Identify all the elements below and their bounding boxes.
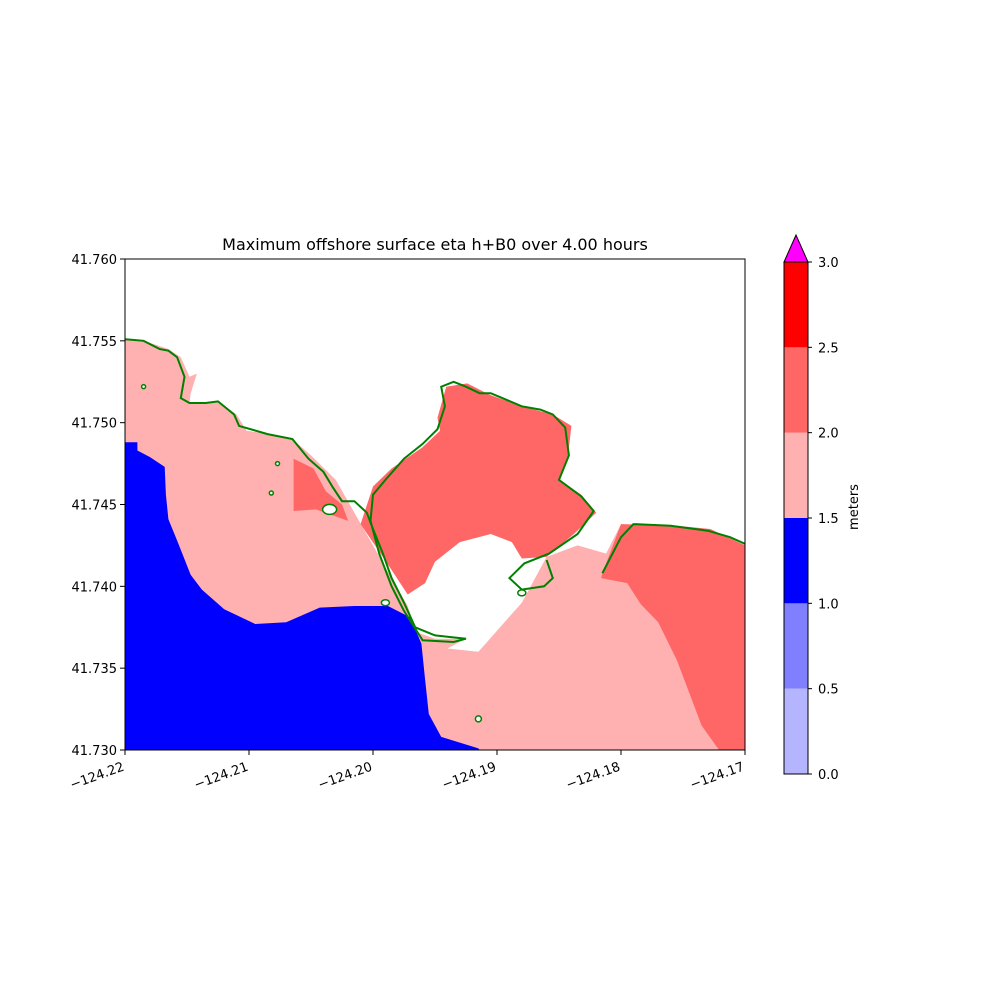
- colorbar-extend-arrow: [783, 233, 809, 263]
- island-contour-6: [268, 490, 275, 496]
- region-offshore-right-dark: [601, 524, 745, 750]
- colorbar-tick-label: 1.5: [818, 512, 839, 527]
- island-contour-4: [140, 383, 147, 390]
- y-tick-label: 41.755: [72, 335, 118, 350]
- x-tick-label: −124.18: [564, 760, 622, 793]
- x-tick-label: −124.21: [192, 760, 250, 793]
- colorbar-tick-label: 1.0: [818, 597, 839, 612]
- y-tick-label: 41.730: [72, 744, 118, 759]
- colorbar-tick-label: 3.0: [818, 256, 839, 271]
- colorbar-level-0: [784, 688, 808, 774]
- colorbar-tick-label: 0.0: [818, 768, 839, 783]
- x-tick-label: −124.20: [316, 760, 374, 793]
- region-offshore-blue: [125, 442, 480, 750]
- colorbar-level-5: [784, 262, 808, 348]
- colorbar-level-1: [784, 603, 808, 689]
- heatmap-regions: [125, 339, 745, 750]
- colorbar: 0.0 0.5 1.0 1.5 2.0 2.5 3.0 meters: [783, 233, 862, 783]
- plot-area: [124, 258, 746, 751]
- coastline-contour-right: [601, 523, 745, 574]
- colorbar-tick-label: 2.0: [818, 427, 839, 442]
- y-tick-label: 41.740: [72, 580, 118, 595]
- island-contour-2: [517, 589, 527, 597]
- island-contour-3: [474, 715, 483, 723]
- x-tick-label: −124.17: [688, 760, 746, 793]
- island-contour-0: [321, 503, 338, 516]
- y-tick-label: 41.760: [72, 253, 118, 268]
- coastline-contour-main: [125, 338, 595, 644]
- colorbar-level-3: [784, 432, 808, 518]
- y-axis: 41.730 41.735 41.740 41.745 41.750 41.755 41.7…: [72, 253, 125, 759]
- island-contour-1: [380, 598, 391, 607]
- colorbar-label: meters: [847, 484, 862, 530]
- region-bay-right-dark: [360, 383, 597, 595]
- colorbar-level-4: [784, 347, 808, 433]
- colorbar-tick-label: 2.5: [818, 341, 839, 356]
- coastline-contours: [125, 338, 745, 723]
- colorbar-level-2: [784, 518, 808, 604]
- island-contour-5: [274, 460, 281, 467]
- y-tick-label: 41.735: [72, 662, 118, 677]
- x-axis: −124.22 −124.21 −124.20 −124.19 −124.18 −124.…: [68, 750, 746, 793]
- x-tick-label: −124.19: [440, 760, 498, 793]
- y-tick-label: 41.750: [72, 417, 118, 432]
- y-tick-label: 41.745: [72, 499, 118, 514]
- colorbar-tick-label: 0.5: [818, 683, 839, 698]
- x-tick-label: −124.22: [68, 760, 126, 793]
- chart-title: Maximum offshore surface eta h+B0 over 4…: [222, 235, 648, 254]
